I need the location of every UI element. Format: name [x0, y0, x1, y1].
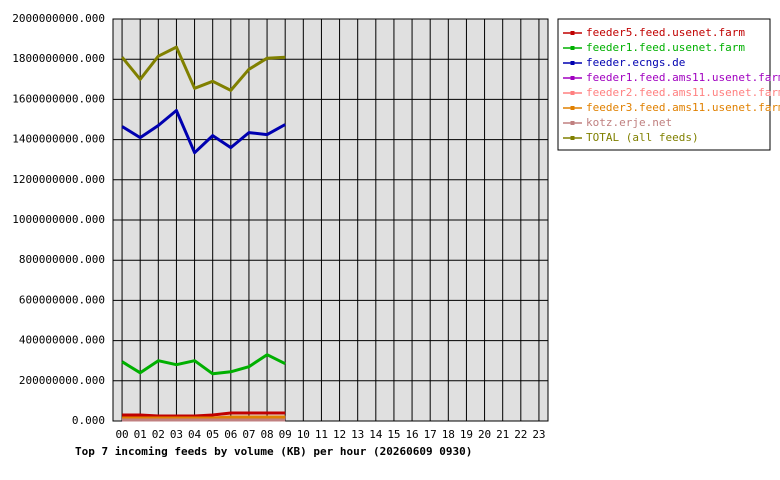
y-tick-label: 800000000.000 [19, 253, 105, 266]
legend-marker [570, 46, 575, 50]
x-tick-label: 02 [152, 428, 165, 441]
legend-box [557, 18, 771, 151]
series-line [122, 411, 286, 418]
legend-label: feeder2.feed.ams11.usenet.farm [586, 86, 780, 99]
y-tick-label: 1800000000.000 [12, 52, 105, 65]
x-tick-label: 06 [224, 428, 237, 441]
x-tick-label: 21 [496, 428, 509, 441]
legend-label: feeder3.feed.ams11.usenet.farm [586, 101, 780, 114]
x-tick-label: 16 [405, 428, 418, 441]
x-tick-label: 17 [424, 428, 437, 441]
legend-label: feeder1.feed.ams11.usenet.farm [586, 71, 780, 84]
series-line [121, 109, 286, 155]
y-tick-label: 200000000.000 [19, 374, 105, 387]
x-tick-label: 22 [514, 428, 527, 441]
x-tick-label: 12 [333, 428, 346, 441]
legend-label: feeder1.feed.usenet.farm [586, 41, 745, 54]
x-tick-label: 13 [351, 428, 364, 441]
x-tick-label: 08 [260, 428, 273, 441]
x-tick-label: 23 [532, 428, 545, 441]
legend-marker [570, 106, 575, 110]
x-tick-label: 05 [206, 428, 219, 441]
y-tick-label: 1600000000.000 [12, 92, 105, 105]
x-tick-label: 00 [115, 428, 128, 441]
legend-marker [570, 136, 575, 140]
y-tick-label: 600000000.000 [19, 293, 105, 306]
x-tick-label: 19 [460, 428, 473, 441]
legend-label: kotz.erje.net [586, 116, 672, 129]
chart-title: Top 7 incoming feeds by volume (KB) per … [75, 445, 472, 458]
x-tick-label: 07 [242, 428, 255, 441]
x-tick-label: 03 [170, 428, 183, 441]
y-tick-label: 1000000000.000 [12, 213, 105, 226]
y-tick-label: 2000000000.000 [12, 12, 105, 25]
y-tick-label: 1200000000.000 [12, 173, 105, 186]
x-tick-label: 20 [478, 428, 491, 441]
y-tick-label: 0.000 [72, 414, 105, 427]
x-tick-label: 15 [387, 428, 400, 441]
x-tick-label: 11 [315, 428, 328, 441]
x-tick-label: 09 [279, 428, 292, 441]
x-tick-label: 10 [297, 428, 310, 441]
series-line [120, 45, 286, 92]
legend-marker [570, 121, 575, 125]
legend-marker [570, 76, 575, 80]
series-line [122, 415, 286, 420]
legend-marker [570, 31, 575, 35]
x-tick-label: 04 [188, 428, 202, 441]
legend-label: TOTAL (all feeds) [586, 131, 699, 144]
y-tick-label: 1400000000.000 [12, 133, 105, 146]
legend-label: feeder.ecngs.de [586, 56, 685, 69]
legend-marker [570, 61, 575, 65]
series-line [121, 353, 286, 376]
y-tick-label: 400000000.000 [19, 334, 105, 347]
legend-marker [570, 91, 575, 95]
x-tick-label: 18 [442, 428, 455, 441]
legend-label: feeder5.feed.usenet.farm [586, 26, 745, 39]
x-tick-label: 14 [369, 428, 383, 441]
x-tick-label: 01 [134, 428, 147, 441]
